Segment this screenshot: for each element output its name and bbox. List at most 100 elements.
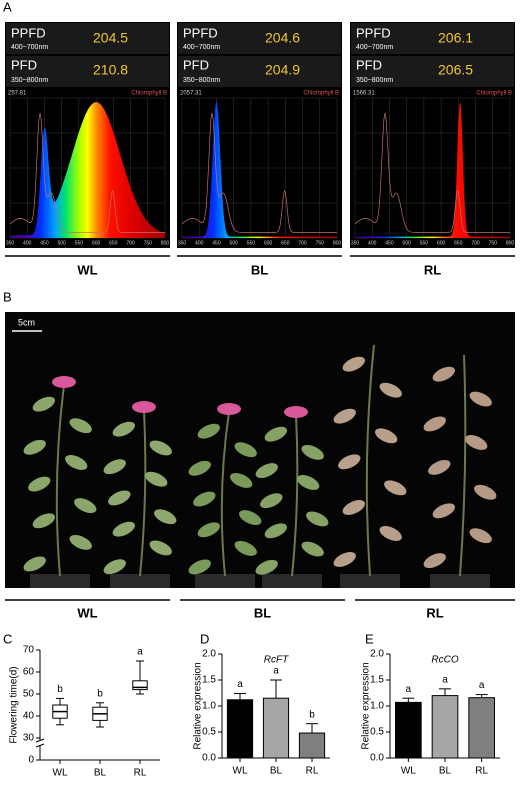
pot bbox=[30, 574, 90, 588]
flower bbox=[284, 406, 308, 418]
spectrum-tick: 600 bbox=[437, 240, 446, 246]
leaf bbox=[239, 510, 262, 526]
pfd-value: 210.8 bbox=[93, 62, 128, 78]
leaf bbox=[255, 559, 278, 575]
pfd-row bbox=[6, 56, 169, 87]
y-tick-label: 0 bbox=[28, 755, 34, 766]
ppfd-label: PPFD bbox=[183, 25, 218, 40]
leaf bbox=[103, 459, 126, 475]
spectrum-tick: 600 bbox=[92, 240, 101, 246]
significance-letter: a bbox=[273, 666, 279, 677]
ppfd-value: 204.5 bbox=[93, 30, 128, 46]
leaf bbox=[384, 480, 407, 496]
y-axis-label: Relative expression bbox=[193, 662, 204, 749]
ppfd-range: 400~700nm bbox=[183, 44, 220, 51]
leaf bbox=[333, 408, 356, 424]
leaf bbox=[432, 503, 455, 519]
significance-letter: b bbox=[97, 688, 103, 699]
pot bbox=[262, 574, 322, 588]
leaf bbox=[465, 435, 488, 450]
chart-subtitle: RcCO bbox=[431, 655, 458, 666]
stem bbox=[459, 354, 467, 577]
bar bbox=[298, 732, 326, 759]
spectrum-tick: 550 bbox=[247, 240, 256, 246]
leaf bbox=[379, 382, 402, 398]
pot bbox=[195, 574, 255, 588]
leaf bbox=[379, 526, 402, 541]
leaf bbox=[32, 513, 55, 529]
leaf bbox=[193, 491, 216, 507]
spectrum-tick: 450 bbox=[385, 240, 394, 246]
y-tick-label: 1.0 bbox=[370, 701, 384, 712]
panel-label: A bbox=[3, 0, 12, 14]
y-tick-label: 60 bbox=[23, 667, 35, 678]
condition-label: RL bbox=[426, 605, 443, 620]
screen bbox=[350, 22, 515, 248]
y-tick-label: 50 bbox=[23, 689, 35, 700]
leaf bbox=[342, 500, 365, 515]
y-axis-label: Flowering time(d) bbox=[9, 666, 20, 743]
bar bbox=[262, 697, 290, 759]
peak-label: 257.81 bbox=[8, 91, 27, 97]
screen bbox=[177, 22, 342, 248]
pfd-range: 350~800nm bbox=[11, 77, 48, 84]
leaf bbox=[301, 444, 324, 460]
y-tick-label: 1.0 bbox=[202, 701, 216, 712]
ppfd-row bbox=[351, 23, 514, 54]
spectrum-tick: 500 bbox=[402, 240, 411, 246]
y-tick-label: 0.5 bbox=[370, 727, 384, 738]
stem bbox=[139, 409, 147, 577]
x-tick-label: WL bbox=[53, 768, 68, 779]
ppfd-row bbox=[6, 23, 169, 54]
spectrum-tick: 350 bbox=[351, 240, 360, 246]
y-tick-label: 30 bbox=[23, 733, 35, 744]
ppfd-value: 206.1 bbox=[438, 30, 473, 46]
leaf bbox=[103, 559, 126, 575]
spectrum-tick: 500 bbox=[229, 240, 238, 246]
pot bbox=[110, 574, 170, 588]
leaf bbox=[469, 391, 492, 407]
spectrum-tick: 700 bbox=[298, 240, 307, 246]
significance-letter: a bbox=[406, 684, 412, 695]
bar bbox=[226, 699, 254, 759]
leaf bbox=[197, 423, 220, 439]
leaf bbox=[69, 418, 92, 434]
spectrum bbox=[10, 102, 165, 238]
condition-label: RL bbox=[424, 262, 441, 277]
leaf bbox=[108, 490, 131, 506]
stem bbox=[220, 411, 230, 577]
spectrum bbox=[182, 101, 337, 239]
leaf bbox=[306, 511, 329, 527]
leaf bbox=[338, 454, 361, 470]
leaf bbox=[260, 493, 283, 509]
leaf bbox=[469, 528, 492, 544]
x-tick-label: WL bbox=[401, 766, 416, 777]
spectrum-tick: 550 bbox=[75, 240, 84, 246]
spectrum-tick: 800 bbox=[506, 240, 515, 246]
condition-label: BL bbox=[251, 262, 268, 277]
leaf bbox=[375, 428, 398, 444]
pfd-value: 204.9 bbox=[265, 62, 300, 78]
y-tick-label: 70 bbox=[23, 645, 35, 656]
pot bbox=[340, 574, 400, 588]
ppfd-label: PPFD bbox=[11, 25, 46, 40]
box bbox=[132, 680, 148, 691]
pfd-label: PFD bbox=[11, 57, 37, 72]
condition-label: BL bbox=[254, 605, 271, 620]
ppfd-range: 400~700nm bbox=[356, 44, 393, 51]
leaf bbox=[423, 553, 446, 569]
leaf bbox=[333, 552, 356, 567]
x-tick-label: RL bbox=[475, 766, 488, 777]
leaf bbox=[149, 540, 172, 556]
significance-letter: a bbox=[237, 679, 243, 690]
leaf bbox=[65, 455, 88, 470]
spectrum-tick: 500 bbox=[57, 240, 66, 246]
chart-subtitle: RcFT bbox=[264, 655, 289, 666]
leaf bbox=[74, 498, 97, 514]
spectrum-tick: 650 bbox=[454, 240, 463, 246]
condition-label: WL bbox=[77, 262, 97, 277]
chlorophyll-curve bbox=[181, 112, 337, 233]
spectrum-tick: 650 bbox=[281, 240, 290, 246]
pfd-label: PFD bbox=[356, 57, 382, 72]
